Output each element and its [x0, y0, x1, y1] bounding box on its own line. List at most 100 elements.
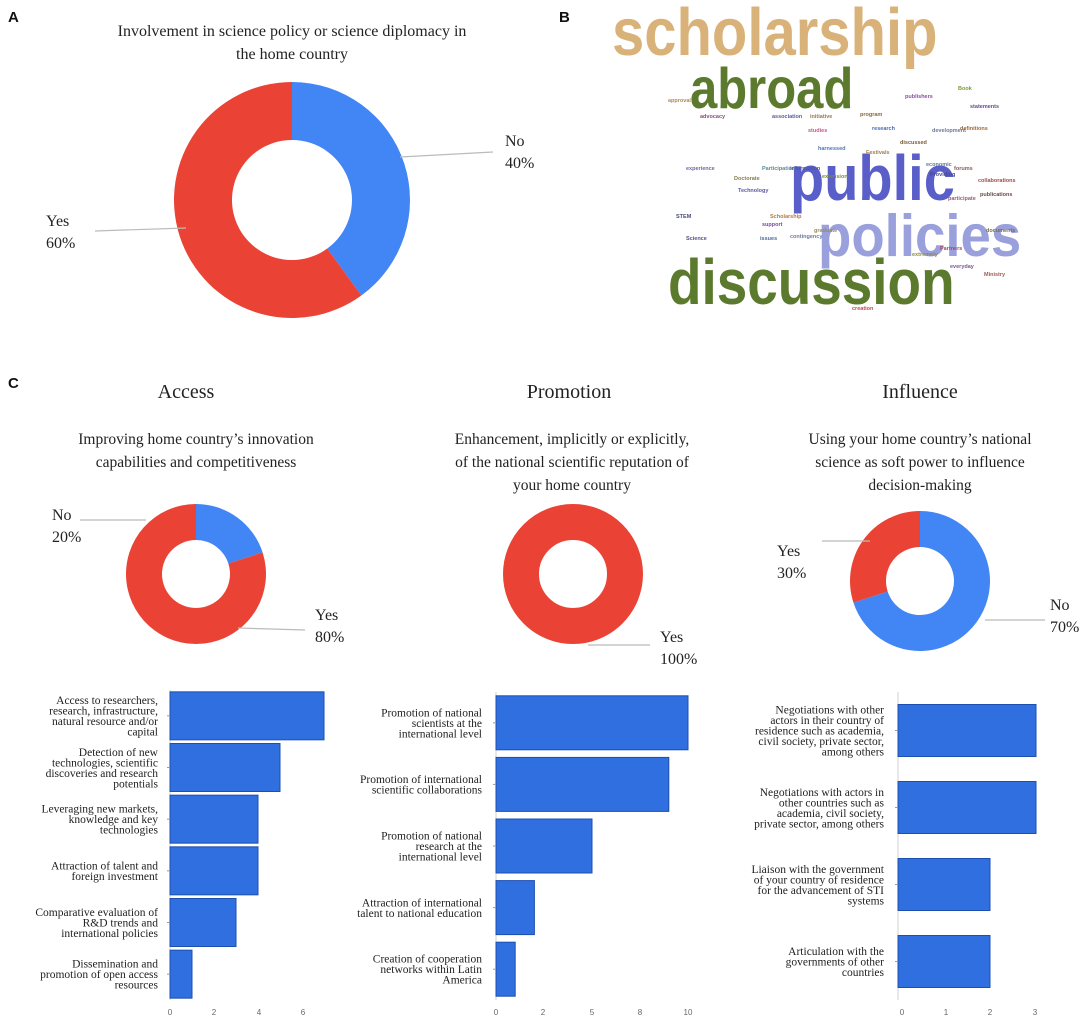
donut-label-category: No [1050, 597, 1070, 614]
word-cloud-small-word: forums [954, 166, 973, 172]
word-cloud-small-word: Festivals [866, 150, 890, 156]
chart-a-title-line: the home country [236, 46, 348, 63]
bar-category-label: potentials [113, 778, 158, 790]
donut-slice [125, 504, 266, 644]
bar [897, 935, 991, 988]
bar-category-label: residence such as academia, [755, 726, 884, 738]
word-cloud-small-word: participate [948, 196, 976, 202]
word-cloud-big-word: public [790, 141, 955, 214]
bar-category-label: governments of other [786, 957, 885, 969]
access-heading: Access [158, 381, 215, 403]
bar-category-label: Dissemination and [72, 959, 158, 971]
donut-slice [503, 504, 643, 644]
donut-label-category: Yes [46, 213, 69, 230]
donut-slice [292, 82, 410, 296]
word-cloud-big-word: scholarship [612, 0, 938, 70]
word-cloud-small-word: economic [926, 162, 952, 168]
word-cloud-small-word: Providing [930, 172, 955, 178]
word-cloud-small-word: extremely [912, 252, 939, 258]
word-cloud-small-word: graduate [814, 228, 837, 234]
word-cloud-small-word: Science [686, 236, 707, 242]
bar-x-tick-label: 0 [494, 1008, 499, 1017]
word-cloud-big-word: discussion [668, 246, 955, 318]
bar-x-tick-label: 6 [301, 1008, 306, 1017]
word-cloud-small-word: statements [970, 104, 999, 110]
bar-x-tick-label: 5 [590, 1008, 595, 1017]
word-cloud-small-word: program [860, 112, 882, 118]
bar-category-label: resources [115, 980, 159, 992]
bar-category-label: for the advancement of STI [758, 885, 885, 897]
bar-category-label: Leveraging new markets, [41, 804, 158, 816]
donut-label-value: 70% [1050, 619, 1079, 636]
bar [495, 756, 670, 812]
panel-label-c: C [8, 375, 19, 392]
bar-category-label: technologies, scientific [52, 757, 158, 769]
bar-category-label: Articulation with the [788, 946, 884, 958]
bar-category-label: other countries such as [779, 797, 885, 809]
word-cloud-small-word: Participation [762, 166, 796, 172]
bar-category-label: systems [848, 895, 885, 907]
bar-category-label: talent to national education [357, 908, 482, 920]
bar-category-label: Creation of cooperation [373, 954, 482, 966]
promotion-subtitle-line: of the national scientific reputation of [455, 454, 690, 471]
bar-category-label: natural resource and/or [52, 716, 158, 728]
word-cloud-small-word: Technology [738, 188, 769, 194]
donut-leader-line [237, 627, 306, 631]
word-cloud-small-word: harnessed [818, 146, 846, 152]
bar-x-tick-label: 0 [168, 1008, 173, 1017]
word-cloud-small-word: discussed [900, 140, 927, 146]
donut-chart-a: No 40% Yes 60% [46, 82, 534, 318]
donut-label-value: 100% [660, 651, 697, 668]
word-cloud-small-word: research [872, 126, 896, 132]
word-cloud-small-word: experience [686, 166, 715, 172]
word-cloud-small-word: collaborations [978, 178, 1016, 184]
bar-x-tick-label: 1 [944, 1008, 949, 1017]
word-cloud-small-word: advocacy [700, 114, 726, 120]
panel-label-a: A [8, 9, 19, 26]
donut-leader-line [94, 227, 187, 232]
donut-label-value: 20% [52, 529, 81, 546]
bar-x-tick-label: 3 [1033, 1008, 1038, 1017]
bar-category-label: Detection of new [79, 747, 159, 759]
bar-x-tick-label: 4 [257, 1008, 262, 1017]
bar-category-label: Promotion of international [360, 774, 482, 786]
bar [495, 695, 689, 751]
bar-category-label: America [442, 975, 482, 987]
access-subtitle-line: Improving home country’s innovation [78, 431, 314, 448]
word-cloud-big-word: abroad [690, 57, 853, 121]
bar-category-label: foreign investment [71, 871, 158, 883]
bar [897, 704, 1037, 757]
bar-category-label: knowledge and key [69, 814, 159, 826]
word-cloud-small-word: Doctorate [734, 176, 760, 182]
chart-a-title: Involvement in science policy or science… [118, 23, 467, 63]
bar-category-label: research, infrastructure, [49, 706, 158, 718]
bar-category-label: countries [842, 967, 885, 979]
bar-category-label: Negotiations with actors in [760, 787, 884, 799]
bar-x-tick-label: 2 [212, 1008, 217, 1017]
bar-category-label: Liaison with the government [751, 864, 884, 876]
word-cloud-small-word: development [932, 128, 966, 134]
donut-label-category: Yes [777, 543, 800, 560]
donut-label-value: 30% [777, 565, 806, 582]
word-cloud-small-word: Scholarship [770, 214, 802, 220]
word-cloud-small-word: extension [822, 174, 848, 180]
bar [169, 949, 193, 999]
bar [169, 743, 281, 792]
bar [169, 794, 259, 844]
donut-slice [196, 504, 263, 564]
bar [169, 846, 259, 896]
influence-subtitle-line: science as soft power to influence [815, 454, 1025, 471]
bar-category-label: capital [127, 727, 158, 739]
promotion-heading: Promotion [527, 381, 611, 403]
promotion-subtitle-line: your home country [513, 477, 631, 494]
donut-slice [849, 511, 920, 603]
bar-chart-access: Access to researchers,research, infrastr… [35, 690, 325, 1017]
bar-category-label: networks within Latin [380, 964, 482, 976]
bar-category-label: of your country of residence [754, 874, 884, 886]
bar [495, 818, 593, 874]
bar-category-label: Comparative evaluation of [35, 907, 158, 919]
